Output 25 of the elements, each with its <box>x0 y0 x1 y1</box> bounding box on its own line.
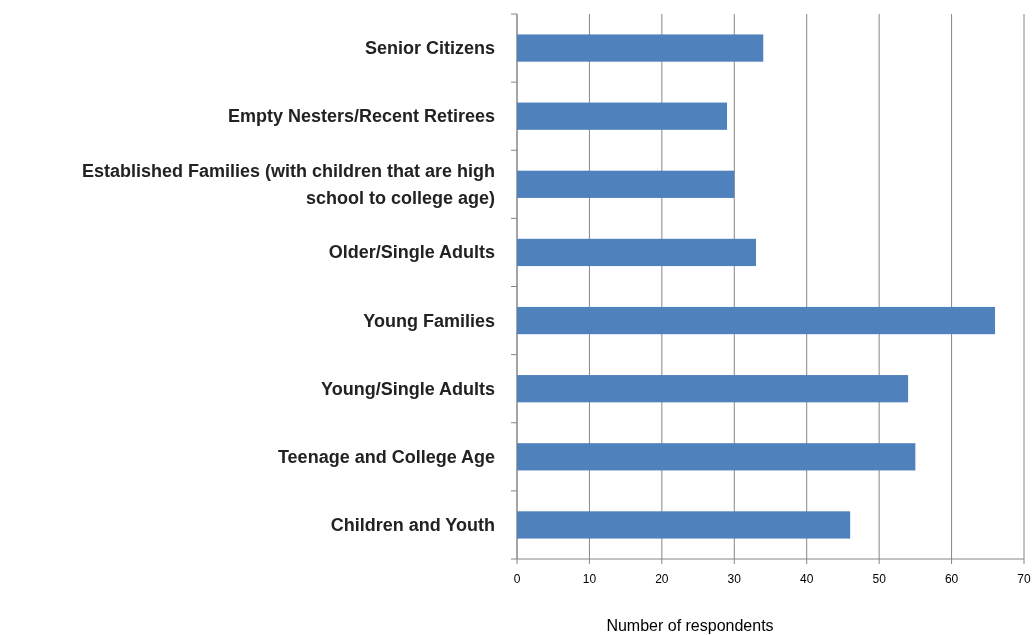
x-tick-label: 20 <box>655 572 669 586</box>
x-axis-title: Number of respondents <box>606 617 774 634</box>
y-tick-label: Established Families (with children that are high school to college age) <box>81 160 495 208</box>
x-tick-label: 70 <box>1017 572 1031 586</box>
x-tick-label: 60 <box>944 572 959 586</box>
bar <box>517 511 851 539</box>
bar <box>517 306 996 335</box>
x-tick-label: 10 <box>582 572 597 586</box>
bar <box>517 34 764 62</box>
y-tick-label: Empty Nesters/Recent Retirees <box>227 106 495 127</box>
x-tick-label: 40 <box>800 572 814 586</box>
bar <box>517 238 757 267</box>
bar <box>517 102 728 130</box>
y-tick-label: Older/Single Adults <box>328 242 495 263</box>
bar <box>517 375 909 403</box>
x-tick-label: 30 <box>727 572 742 586</box>
bar <box>517 170 735 198</box>
y-tick-label: Young Families <box>363 310 495 331</box>
y-tick-label: Children and Youth <box>330 514 495 535</box>
x-tick-label: 50 <box>872 572 887 586</box>
y-tick-label: Young/Single Adults <box>321 378 495 399</box>
x-tick-label: 0 <box>513 572 521 586</box>
bar <box>517 443 916 471</box>
y-tick-label: Senior Citizens <box>364 38 495 59</box>
y-tick-label: Teenage and College Age <box>277 446 495 467</box>
